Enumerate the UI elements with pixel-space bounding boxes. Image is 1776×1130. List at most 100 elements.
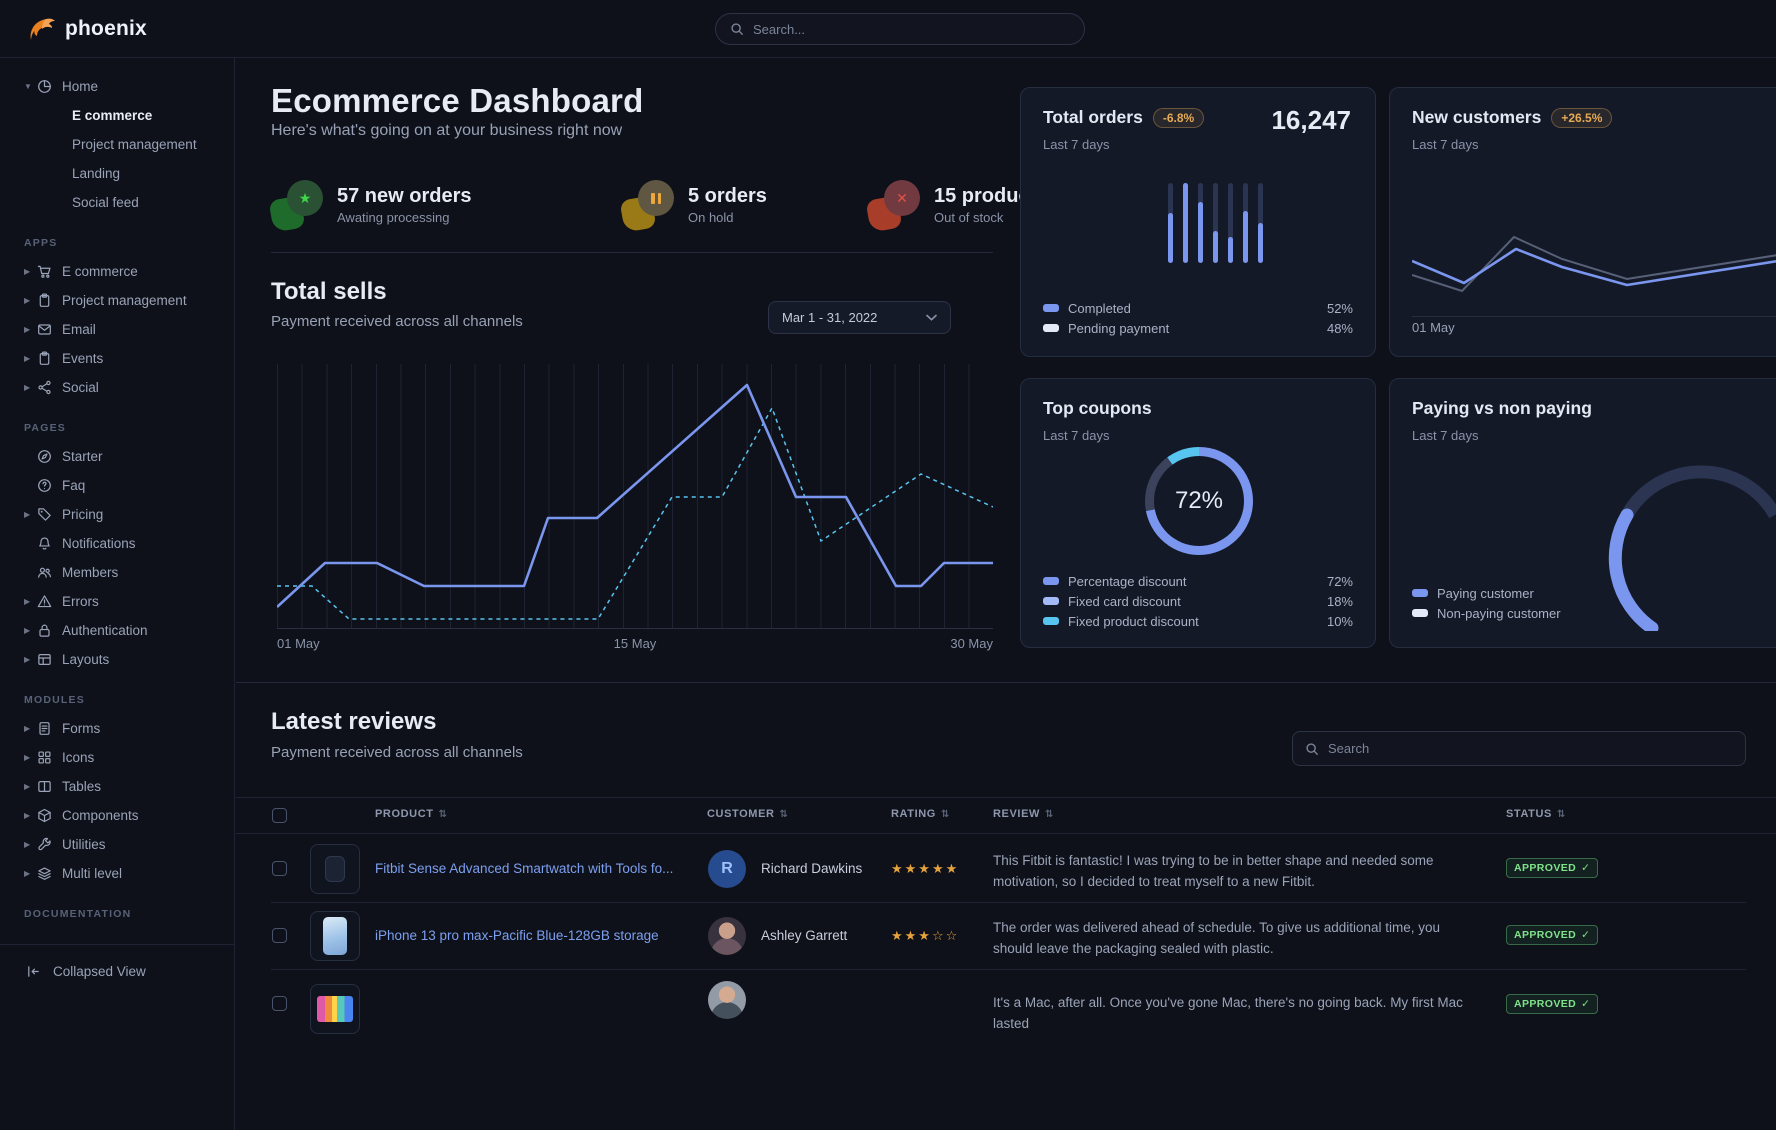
date-range-value: Mar 1 - 31, 2022 <box>782 310 878 325</box>
legend-pending-payment: Pending payment 48% <box>1043 318 1353 338</box>
sidebar-item-components[interactable]: ▶ Components <box>0 801 234 830</box>
product-thumbnail-iphone[interactable] <box>310 911 360 961</box>
sidebar-item-label: Multi level <box>62 866 123 881</box>
paying-gauge-chart <box>1510 441 1776 636</box>
chevron-down-icon <box>926 314 937 321</box>
sidebar-item-home[interactable]: ▼ Home <box>0 72 234 101</box>
lock-icon <box>37 623 52 638</box>
card-title: New customers <box>1412 107 1542 127</box>
stat-caption: Awating processing <box>337 210 450 225</box>
sidebar-item-landing[interactable]: Landing <box>0 159 234 188</box>
avatar[interactable] <box>708 917 746 955</box>
row-checkbox[interactable] <box>272 861 287 876</box>
sidebar-item-e-commerce[interactable]: ▶ E commerce <box>0 257 234 286</box>
total-orders-value: 16,247 <box>1271 105 1351 135</box>
reviews-search-input[interactable] <box>1328 741 1733 756</box>
donut-center-value: 72% <box>1174 487 1224 514</box>
sidebar-item-utilities[interactable]: ▶ Utilities <box>0 830 234 859</box>
column-header-customer[interactable]: CUSTOMER ⇅ <box>707 808 789 820</box>
sidebar-item-social-feed[interactable]: Social feed <box>0 188 234 217</box>
select-all-checkbox[interactable] <box>272 808 287 823</box>
reviews-search[interactable] <box>1292 731 1746 766</box>
sidebar-item-forms[interactable]: ▶ Forms <box>0 714 234 743</box>
total-sells-dashed-series <box>277 406 993 620</box>
paying-vs-non-paying-card: Paying vs non paying Last 7 days Paying … <box>1389 378 1776 648</box>
date-range-select[interactable]: Mar 1 - 31, 2022 <box>768 301 951 334</box>
caret-right-icon: ▶ <box>24 354 31 363</box>
card-title: Top coupons <box>1043 398 1152 418</box>
column-header-rating[interactable]: RATING ⇅ <box>891 808 950 820</box>
column-header-product[interactable]: PRODUCT ⇅ <box>375 808 448 820</box>
sidebar-item-multi-level[interactable]: ▶ Multi level <box>0 859 234 888</box>
legend-swatch <box>1412 609 1428 617</box>
row-divider <box>271 969 1746 970</box>
product-link[interactable]: iPhone 13 pro max-Pacific Blue-128GB sto… <box>375 928 659 943</box>
phoenix-logo-icon <box>28 15 56 43</box>
caret-right-icon: ▶ <box>24 296 31 305</box>
sidebar-item-pricing[interactable]: ▶ Pricing <box>0 500 234 529</box>
sidebar-item-label: Social feed <box>72 195 139 210</box>
card-title: Total orders <box>1043 107 1143 127</box>
sidebar-item-e-commerce[interactable]: E commerce <box>0 101 234 130</box>
sidebar-item-project-management[interactable]: Project management <box>0 130 234 159</box>
product-thumbnail-imac[interactable] <box>310 984 360 1034</box>
sort-icon: ⇅ <box>940 808 950 820</box>
caret-right-icon: ▶ <box>24 753 31 762</box>
box-icon <box>37 808 52 823</box>
row-checkbox[interactable] <box>272 996 287 1011</box>
pie-icon <box>37 79 52 94</box>
sidebar-item-notifications[interactable]: Notifications <box>0 529 234 558</box>
sidebar-item-tables[interactable]: ▶ Tables <box>0 772 234 801</box>
avatar[interactable]: R <box>708 850 746 888</box>
sidebar-item-label: Forms <box>62 721 101 736</box>
sidebar-item-icons[interactable]: ▶ Icons <box>0 743 234 772</box>
collapsed-view-toggle[interactable]: Collapsed View <box>0 945 234 997</box>
sidebar-item-label: Starter <box>62 449 103 464</box>
sidebar-item-layouts[interactable]: ▶ Layouts <box>0 645 234 674</box>
sidebar-item-label: Events <box>62 351 104 366</box>
change-badge: +26.5% <box>1551 107 1613 128</box>
sidebar-item-errors[interactable]: ▶ Errors <box>0 587 234 616</box>
avatar[interactable] <box>708 981 746 1019</box>
sidebar-item-faq[interactable]: Faq <box>0 471 234 500</box>
global-search[interactable] <box>715 13 1085 45</box>
sidebar-item-starter[interactable]: Starter <box>0 442 234 471</box>
sidebar-item-email[interactable]: ▶ Email <box>0 315 234 344</box>
column-header-review[interactable]: REVIEW ⇅ <box>993 808 1054 820</box>
bar <box>1228 183 1233 263</box>
section-divider <box>236 682 1776 683</box>
caret-right-icon: ▶ <box>24 325 31 334</box>
caret-right-icon: ▶ <box>24 383 31 392</box>
collapse-sidebar-icon <box>26 964 41 979</box>
sidebar-item-project-management[interactable]: ▶ Project management <box>0 286 234 315</box>
x-tick-label: 01 May <box>277 636 320 651</box>
sidebar-item-label: Project management <box>62 293 187 308</box>
customer-name: Richard Dawkins <box>761 861 863 876</box>
sidebar-item-label: Utilities <box>62 837 106 852</box>
product-link[interactable]: Fitbit Sense Advanced Smartwatch with To… <box>375 861 674 876</box>
out-of-stock-x-icon: ✕ <box>865 180 920 233</box>
section-divider <box>271 252 993 253</box>
brand-logo[interactable]: phoenix <box>0 15 147 43</box>
legend-completed: Completed 52% <box>1043 298 1353 318</box>
legend-non-paying-customer: Non-paying customer <box>1412 603 1561 623</box>
column-header-status[interactable]: STATUS ⇅ <box>1506 808 1566 820</box>
sidebar-item-members[interactable]: Members <box>0 558 234 587</box>
bar <box>1183 183 1188 263</box>
sidebar-item-events[interactable]: ▶ Events <box>0 344 234 373</box>
row-checkbox[interactable] <box>272 928 287 943</box>
new-customers-card: New customers +26.5% Last 7 days 01 May <box>1389 87 1776 357</box>
sidebar-item-authentication[interactable]: ▶ Authentication <box>0 616 234 645</box>
global-search-input[interactable] <box>753 21 1070 37</box>
sidebar-section-label: MODULES <box>24 694 85 706</box>
sidebar-item-label: Faq <box>62 478 86 493</box>
file-icon <box>37 721 52 736</box>
caret-right-icon: ▶ <box>24 655 31 664</box>
sidebar-item-social[interactable]: ▶ Social <box>0 373 234 402</box>
product-thumbnail-fitbit[interactable] <box>310 844 360 894</box>
sidebar-item-label: Project management <box>72 137 197 152</box>
sidebar-nav: ▼ Home E commerce Project management Landing… <box>0 58 234 928</box>
caret-right-icon: ▶ <box>24 510 31 519</box>
status-badge: APPROVED ✓ <box>1506 925 1599 945</box>
caret-right-icon: ▶ <box>24 782 31 791</box>
